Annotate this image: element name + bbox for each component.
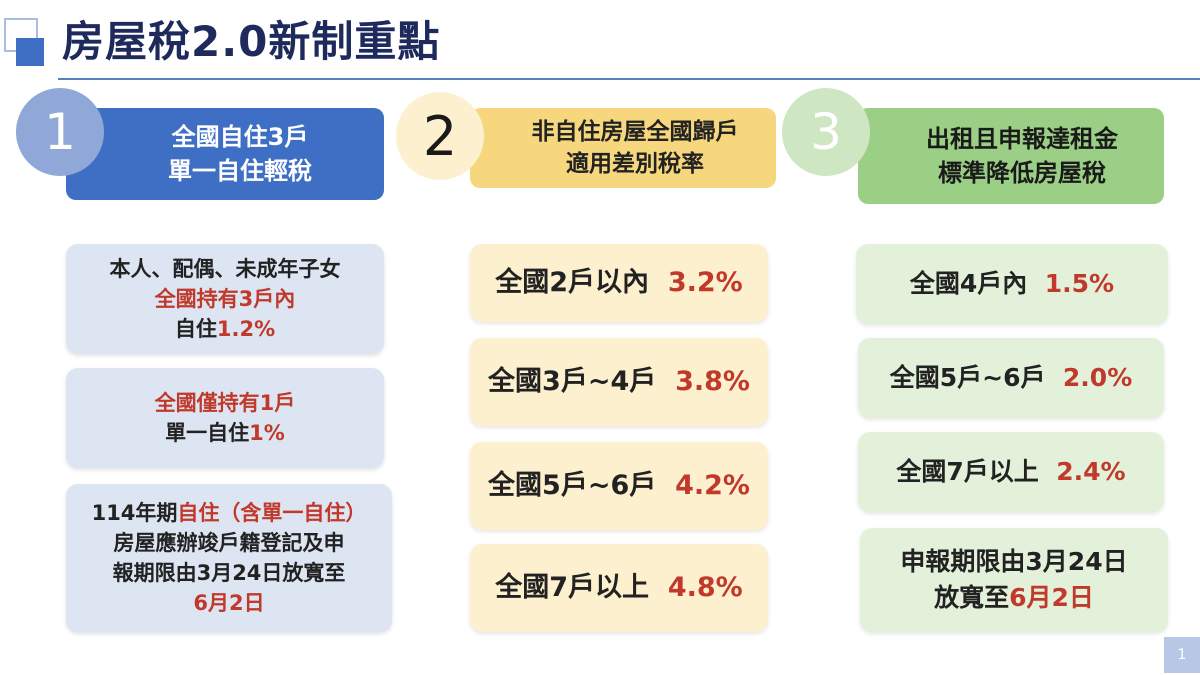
tax-rate-value: 4.2%	[675, 470, 750, 501]
section-1-card-3: 114年期自住（含單一自住） 房屋應辦竣戶籍登記及申 報期限由3月24日放寬至 6月2…	[66, 484, 392, 632]
title-divider	[58, 78, 1200, 80]
highlight-text: 6月2日	[1009, 583, 1094, 612]
logo-square-filled	[16, 38, 44, 66]
highlight-text: 自住（含單一自住）	[177, 501, 367, 525]
card-text: 房屋應辦竣戶籍登記及申	[113, 531, 345, 555]
section-3-heading-line-2: 標準降低房屋稅	[938, 159, 1106, 187]
tax-rate-row: 全國7戶以上 4.8%	[495, 569, 742, 607]
page-title: 房屋稅2.0新制重點	[62, 17, 441, 66]
tax-rate-row: 全國5戶~6戶 2.0%	[890, 359, 1133, 397]
section-3-card-1: 全國4戶內 1.5%	[856, 244, 1168, 324]
house-count-label: 全國5戶~6戶	[889, 363, 1055, 392]
section-2-heading-line-2: 適用差別稅率	[566, 151, 704, 177]
card-text: 申報期限由3月24日	[900, 547, 1128, 576]
tax-rate-row: 全國2戶以內 3.2%	[495, 264, 742, 302]
section-2-card-4: 全國7戶以上 4.8%	[470, 544, 768, 632]
section-2-card-1: 全國2戶以內 3.2%	[470, 244, 768, 322]
tax-rate-row: 全國4戶內 1.5%	[910, 265, 1114, 303]
tax-rate-value: 2.4%	[1056, 457, 1126, 486]
tax-rate-row: 全國3戶~4戶 3.8%	[488, 363, 750, 401]
section-2-heading-line-1: 非自住房屋全國歸戶	[531, 119, 739, 145]
section-1-card-1: 本人、配偶、未成年子女 全國持有3戶內自住1.2%	[66, 244, 384, 354]
highlight-text: 6月2日	[193, 591, 265, 615]
section-1-card-2: 全國僅持有1戶單一自住1%	[66, 368, 384, 468]
card-line: 6月2日	[193, 588, 264, 618]
card-text: 放寬至	[934, 583, 1010, 612]
tax-rate-value: 3.2%	[667, 267, 743, 298]
card-text: 114年期	[91, 501, 178, 525]
section-3-card-2: 全國5戶~6戶 2.0%	[858, 338, 1164, 418]
house-count-label: 全國7戶以上	[896, 457, 1048, 486]
house-count-label: 全國3戶~4戶	[488, 366, 666, 397]
tax-rate-value: 2.0%	[1062, 363, 1133, 392]
section-2-heading: 非自住房屋全國歸戶 適用差別稅率	[470, 108, 776, 188]
section-2-card-2: 全國3戶~4戶 3.8%	[470, 338, 768, 426]
house-count-label: 全國4戶內	[909, 269, 1037, 298]
card-line: 單一自住1%	[165, 418, 285, 448]
card-line: 放寬至6月2日	[934, 580, 1094, 616]
highlight-text: 1.2%	[216, 317, 276, 341]
tax-rate-row: 全國7戶以上 2.4%	[896, 453, 1125, 491]
section-2-card-3: 全國5戶~6戶 4.2%	[470, 442, 768, 530]
section-3-heading-line-1: 出租且申報達租金	[926, 125, 1118, 153]
tax-rate-row: 全國5戶~6戶 4.2%	[488, 467, 750, 505]
highlight-text: 全國持有3戶內	[154, 287, 296, 311]
section-3-card-3: 全國7戶以上 2.4%	[858, 432, 1164, 512]
card-line: 全國持有3戶內	[155, 284, 296, 314]
card-line: 全國僅持有1戶	[155, 388, 296, 418]
card-text: 單一自住	[165, 421, 250, 445]
highlight-text: 全國僅持有1戶	[154, 391, 296, 415]
house-count-label: 全國5戶~6戶	[488, 470, 666, 501]
section-1-heading-line-1: 全國自住3戶	[171, 123, 309, 151]
section-1-number-badge: 1	[16, 88, 104, 176]
highlight-text: 1%	[249, 421, 285, 445]
card-text: 報期限由3月24日放寬至	[112, 561, 346, 585]
tax-rate-value: 4.8%	[667, 572, 743, 603]
page-number: 1	[1164, 637, 1200, 673]
card-text: 自住	[174, 317, 217, 341]
section-3-card-4: 申報期限由3月24日放寬至6月2日	[860, 528, 1168, 632]
section-2-number-badge: 2	[396, 92, 484, 180]
tax-rate-value: 1.5%	[1044, 269, 1115, 298]
section-1-heading-line-2: 單一自住輕稅	[168, 157, 312, 185]
section-1-heading: 全國自住3戶 單一自住輕稅	[66, 108, 384, 200]
card-line: 報期限由3月24日放寬至	[113, 558, 346, 588]
card-line: 房屋應辦竣戶籍登記及申	[114, 528, 345, 558]
house-count-label: 全國7戶以上	[495, 572, 659, 603]
card-line: 本人、配偶、未成年子女	[110, 254, 341, 284]
section-3-number-badge: 3	[782, 88, 870, 176]
card-line: 申報期限由3月24日	[900, 544, 1127, 580]
section-3-heading: 出租且申報達租金 標準降低房屋稅	[858, 108, 1164, 204]
house-count-label: 全國2戶以內	[495, 267, 659, 298]
card-line: 自住1.2%	[175, 314, 275, 344]
card-text: 本人、配偶、未成年子女	[109, 257, 341, 281]
card-line: 114年期自住（含單一自住）	[92, 498, 367, 528]
tax-rate-value: 3.8%	[675, 366, 750, 397]
